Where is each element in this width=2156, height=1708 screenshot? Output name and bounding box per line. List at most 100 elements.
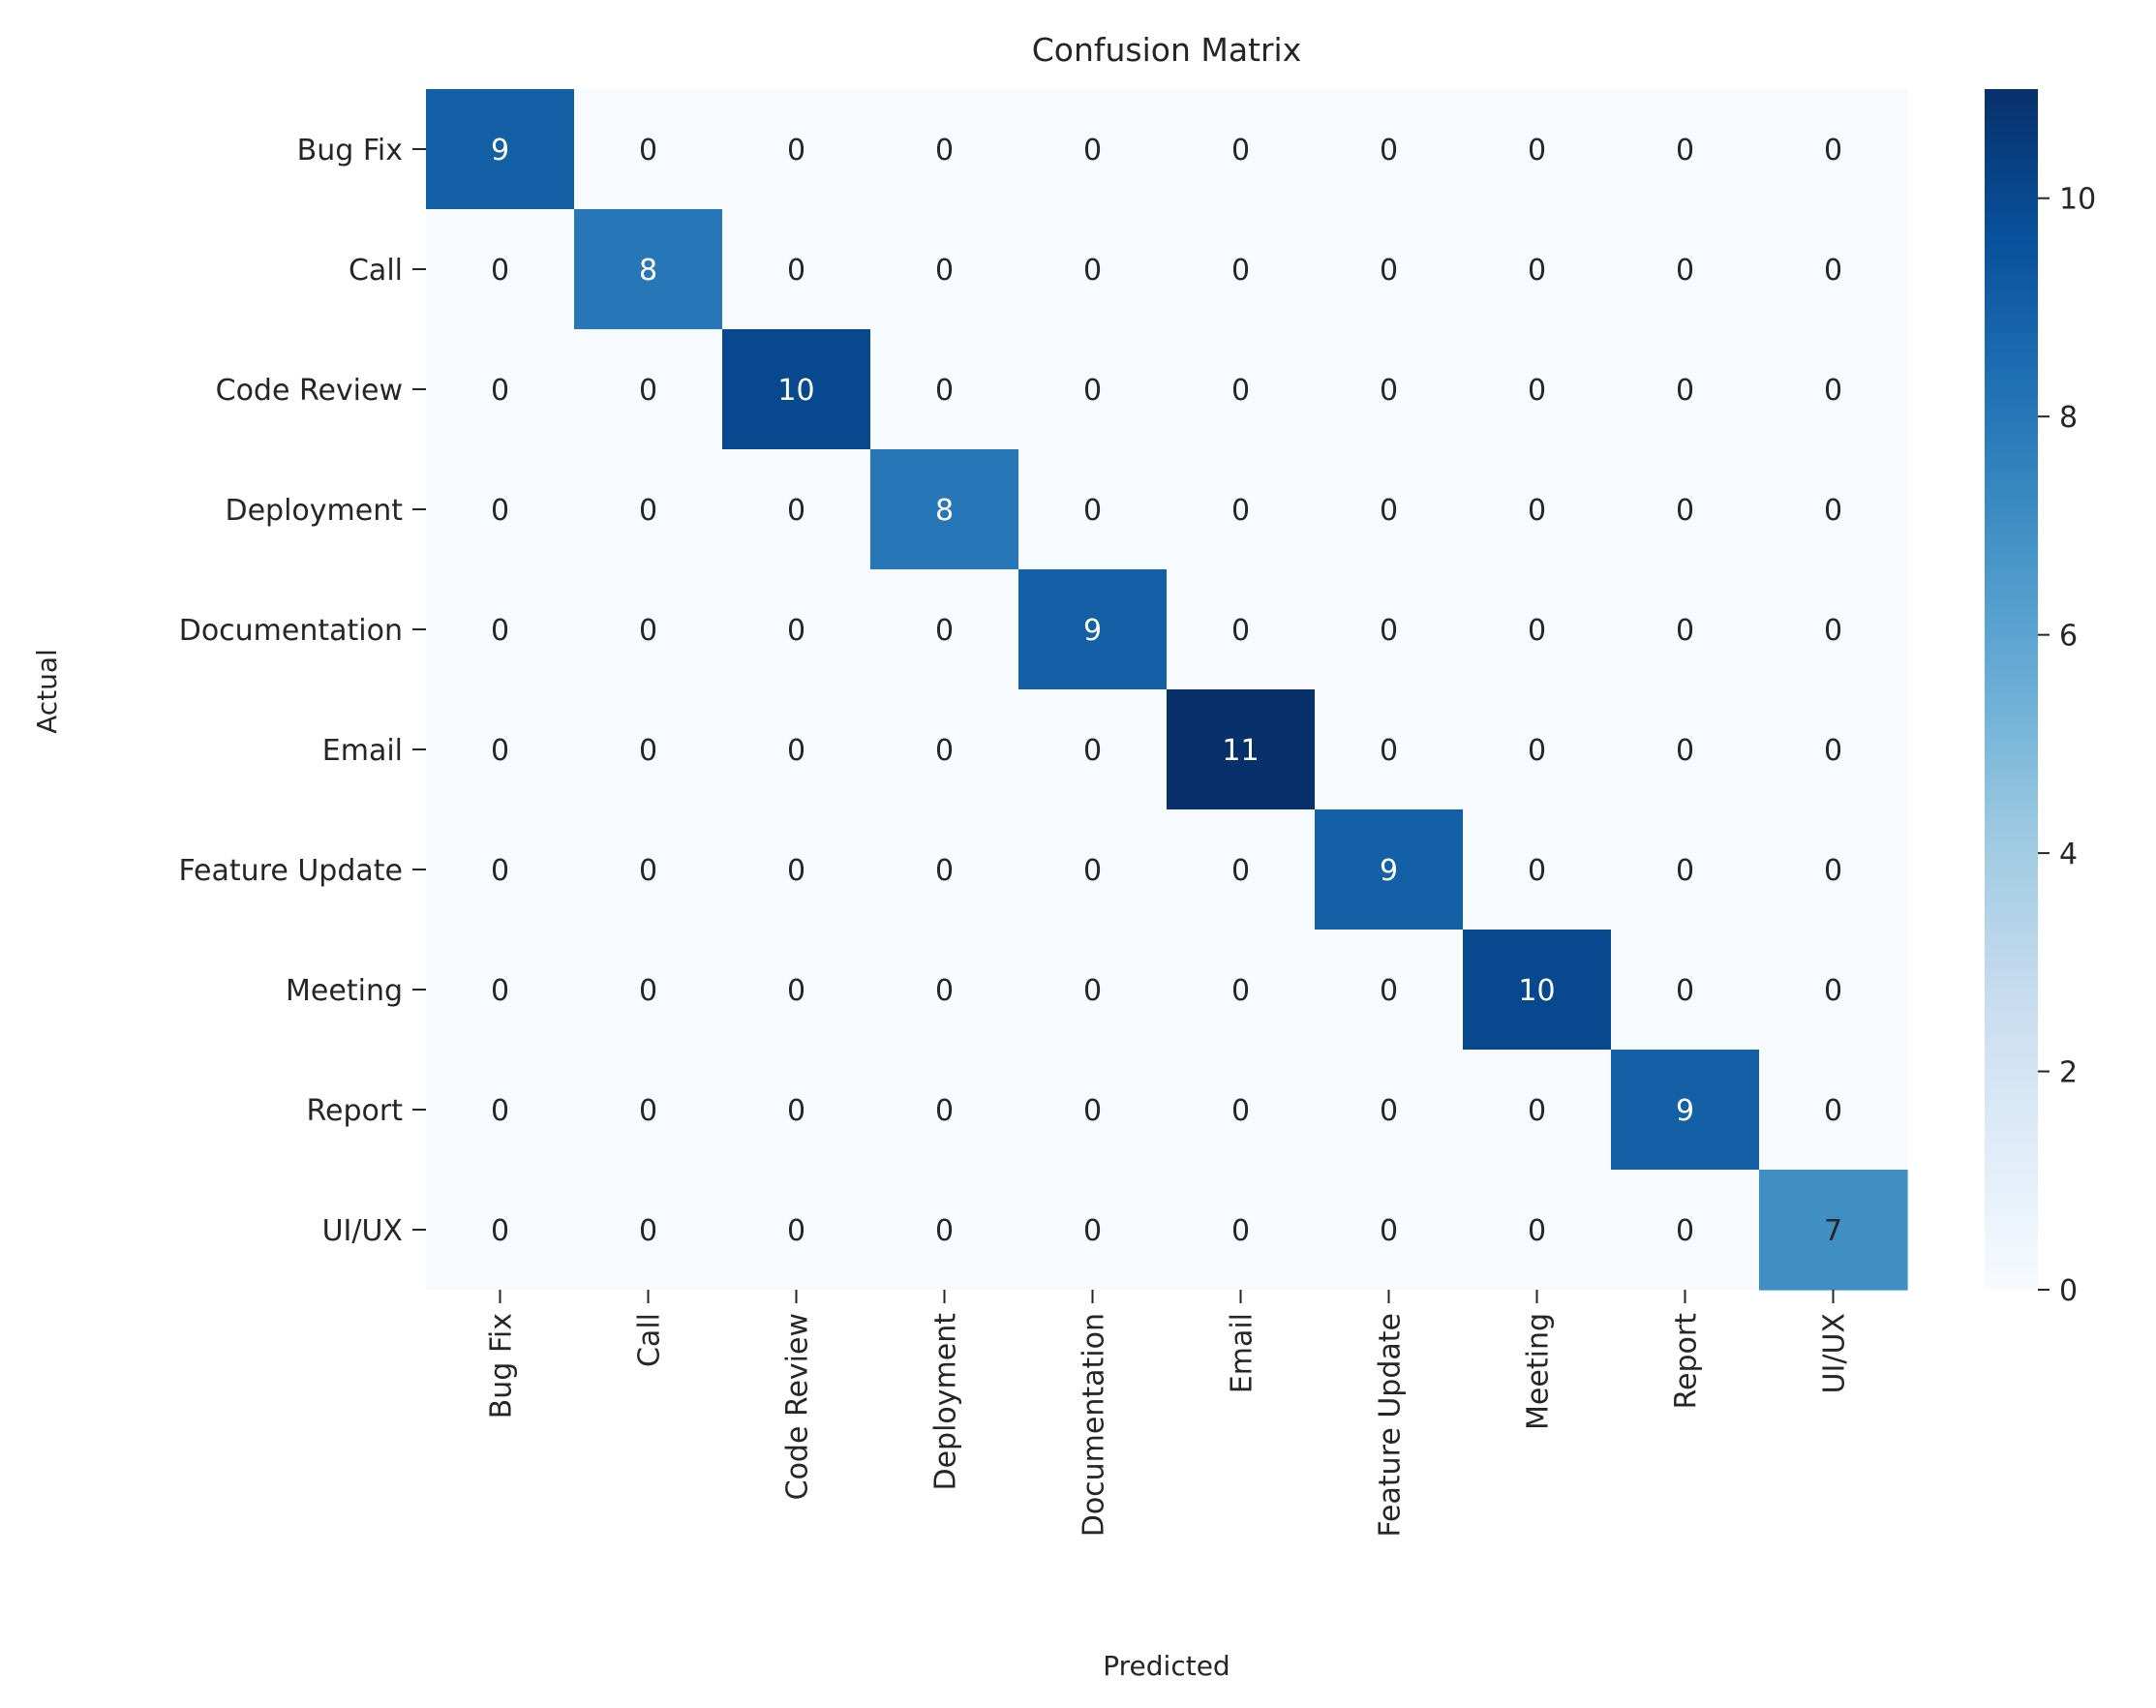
heatmap-cell xyxy=(1759,689,1908,810)
heatmap-cell xyxy=(1167,689,1316,810)
heatmap-cell xyxy=(870,1050,1019,1171)
cell-value: 0 xyxy=(1676,614,1694,648)
colorbar-tick-label: 4 xyxy=(2059,838,2078,871)
cell-value: 7 xyxy=(1824,1214,1842,1248)
heatmap-cell xyxy=(1463,329,1612,450)
cell-value: 0 xyxy=(491,494,509,528)
y-tick-label: Email xyxy=(322,734,403,768)
heatmap-cell xyxy=(1167,89,1316,210)
cell-value: 0 xyxy=(1528,254,1546,288)
x-tick-label: Code Review xyxy=(781,1313,815,1500)
cell-value: 0 xyxy=(1824,494,1842,528)
y-tick-label: Report xyxy=(307,1094,404,1128)
cell-value: 0 xyxy=(787,254,805,288)
heatmap-cell xyxy=(1018,329,1168,450)
cell-value: 0 xyxy=(1380,1214,1398,1248)
heatmap-cell xyxy=(1167,449,1316,570)
heatmap-cell xyxy=(1759,209,1908,330)
heatmap-cell xyxy=(1315,449,1464,570)
heatmap-cell xyxy=(870,449,1019,570)
x-axis-label: Predicted xyxy=(1103,1650,1230,1682)
cell-value: 0 xyxy=(1231,374,1250,408)
heatmap-cell xyxy=(1463,689,1612,810)
cell-value: 0 xyxy=(1231,614,1250,648)
heatmap-cell xyxy=(1759,1170,1908,1291)
heatmap-cell xyxy=(1018,930,1168,1051)
heatmap-cell xyxy=(722,209,871,330)
cell-value: 0 xyxy=(1231,1094,1250,1128)
cell-value: 0 xyxy=(1083,734,1102,768)
colorbar: 0 2 4 6 8 10 xyxy=(1985,89,2096,1308)
cell-value: 0 xyxy=(935,1214,954,1248)
cell-value: 0 xyxy=(787,734,805,768)
heatmap-cell xyxy=(1018,209,1168,330)
cell-value: 11 xyxy=(1222,734,1259,768)
cell-value: 0 xyxy=(1231,494,1250,528)
cell-value: 0 xyxy=(491,614,509,648)
heatmap-cell xyxy=(1463,809,1612,930)
cell-value: 0 xyxy=(1528,1214,1546,1248)
x-tick-label: Bug Fix xyxy=(485,1313,519,1418)
cell-value: 0 xyxy=(1380,254,1398,288)
cell-value: 0 xyxy=(1676,494,1694,528)
cell-value: 8 xyxy=(935,494,954,528)
cell-value: 0 xyxy=(787,1094,805,1128)
cell-annotations: 9 0 0 0 0 0 0 0 0 0 0 8 0 0 0 0 0 0 0 0 0 0 10 0 0 0 0 0 0 0 0 0 0 8 0 0 0 0 0… xyxy=(491,134,1842,1248)
chart-title: Confusion Matrix xyxy=(1032,31,1302,69)
cell-value: 0 xyxy=(491,734,509,768)
cell-value: 0 xyxy=(1083,374,1102,408)
heatmap-cell xyxy=(722,569,871,690)
x-tick-label: Documentation xyxy=(1078,1313,1111,1537)
x-axis: Bug Fix Call Code Review Deployment Document… xyxy=(485,1290,1852,1538)
cell-value: 0 xyxy=(1380,614,1398,648)
heatmap-cell xyxy=(426,809,575,930)
cell-value: 0 xyxy=(491,374,509,408)
cell-value: 0 xyxy=(1528,734,1546,768)
heatmap-cell xyxy=(1315,1050,1464,1171)
heatmap-cell xyxy=(426,449,575,570)
heatmap-cell xyxy=(1167,930,1316,1051)
cell-value: 0 xyxy=(491,1094,509,1128)
cell-value: 0 xyxy=(1824,374,1842,408)
cell-value: 0 xyxy=(639,974,657,1008)
cell-value: 0 xyxy=(1528,854,1546,888)
heatmap-cell xyxy=(1167,1170,1316,1291)
y-tick-label: Feature Update xyxy=(178,854,403,888)
x-tick-label: Email xyxy=(1226,1313,1260,1393)
heatmap-cell xyxy=(1759,809,1908,930)
cell-value: 0 xyxy=(1676,134,1694,168)
heatmap-cell xyxy=(1611,89,1760,210)
y-tick-label: Bug Fix xyxy=(297,134,403,168)
cell-value: 0 xyxy=(1083,1094,1102,1128)
heatmap-cell xyxy=(426,89,575,210)
cell-value: 0 xyxy=(491,254,509,288)
heatmap-cell xyxy=(1167,1050,1316,1171)
heatmap-cell xyxy=(722,689,871,810)
heatmap-cell xyxy=(426,209,575,330)
cell-value: 0 xyxy=(1231,854,1250,888)
y-tick-label: Code Review xyxy=(216,374,403,408)
cell-value: 9 xyxy=(1380,854,1398,888)
heatmap-cell xyxy=(1759,89,1908,210)
cell-value: 0 xyxy=(639,1214,657,1248)
heatmap-cell xyxy=(722,809,871,930)
heatmap-cell xyxy=(574,329,723,450)
heatmap-cell xyxy=(1018,449,1168,570)
colorbar-tick-label: 0 xyxy=(2059,1274,2078,1308)
colorbar-tick-label: 8 xyxy=(2059,401,2078,435)
cell-value: 0 xyxy=(1380,974,1398,1008)
heatmap-cell xyxy=(870,89,1019,210)
cell-value: 0 xyxy=(1083,134,1102,168)
heatmap-cell xyxy=(870,209,1019,330)
heatmap-cell xyxy=(1463,1050,1612,1171)
cell-value: 0 xyxy=(1528,494,1546,528)
cell-value: 0 xyxy=(1676,374,1694,408)
heatmap-cell xyxy=(1018,569,1168,690)
heatmap-cell xyxy=(1167,209,1316,330)
y-tick-label: Meeting xyxy=(286,974,403,1008)
cell-value: 0 xyxy=(787,1214,805,1248)
colorbar-tick-label: 6 xyxy=(2059,620,2078,654)
heatmap-cell xyxy=(574,449,723,570)
cell-value: 0 xyxy=(1528,1094,1546,1128)
heatmap-cell xyxy=(426,689,575,810)
